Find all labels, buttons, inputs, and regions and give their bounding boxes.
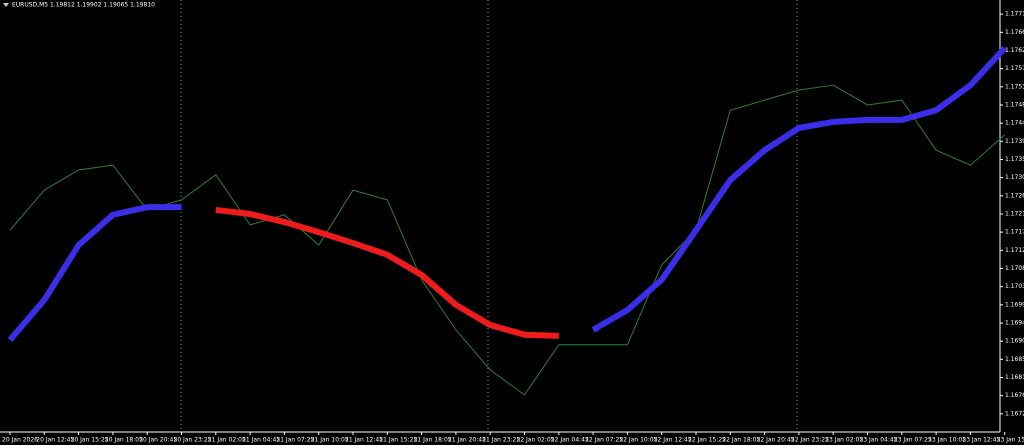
y-tick-label: 1.17170 [1005, 229, 1024, 236]
series-line [9, 84, 1006, 396]
y-tick-label: 1.17530 [1005, 83, 1024, 90]
y-tick-label: 1.17485 [1005, 101, 1024, 108]
series-line [591, 46, 1007, 333]
y-tick-label: 1.17395 [1005, 138, 1024, 145]
y-tick-label: 1.17440 [1005, 120, 1024, 127]
y-tick-label: 1.16990 [1005, 301, 1024, 308]
x-tick-label: 21 Jan 07:25 [276, 437, 314, 444]
y-tick-label: 1.17350 [1005, 156, 1024, 163]
x-tick-label: 21 Jan 15:25 [379, 437, 417, 444]
x-tick-label: 21 Jan 18:05 [414, 437, 452, 444]
y-tick-label: 1.17125 [1005, 247, 1024, 254]
y-tick-label: 1.16765 [1005, 392, 1024, 399]
x-tick-label: 21 Jan 02:05 [208, 437, 246, 444]
x-tick-label: 21 Jan 10:05 [311, 437, 349, 444]
chart-title: EURUSD,M5 1.19812 1.19902 1.19065 1.1981… [12, 2, 155, 9]
x-tick-label: 22 Jan 23:25 [791, 437, 829, 444]
x-tick-label: 20 Jan 18:05 [105, 437, 143, 444]
y-tick-label: 1.17305 [1005, 174, 1024, 181]
x-tick-label: 22 Jan 15:25 [688, 437, 726, 444]
x-tick-label: 20 Jan 20:45 [139, 437, 177, 444]
x-tick-label: 23 Jan 04:45 [860, 437, 898, 444]
x-tick-label: 23 Jan 07:25 [894, 437, 932, 444]
x-tick-label: 21 Jan 20:45 [448, 437, 486, 444]
y-tick-label: 1.17620 [1005, 47, 1024, 54]
x-tick-label: 20 Jan 12:45 [36, 437, 74, 444]
x-tick-label: 22 Jan 02:05 [517, 437, 555, 444]
x-tick-label: 23 Jan 02:05 [825, 437, 863, 444]
y-tick-label: 1.16855 [1005, 356, 1024, 363]
y-tick-label: 1.16810 [1005, 374, 1024, 381]
x-tick-label: 22 Jan 12:45 [654, 437, 692, 444]
x-tick-label: 23 Jan 12:45 [962, 437, 1000, 444]
y-tick-label: 1.16945 [1005, 319, 1024, 326]
series-line [215, 206, 559, 339]
y-tick-label: 1.17215 [1005, 210, 1024, 217]
y-tick-label: 1.17665 [1005, 29, 1024, 36]
y-tick-label: 1.17080 [1005, 265, 1024, 272]
y-tick-label: 1.17575 [1005, 65, 1024, 72]
x-tick-label: 22 Jan 04:45 [551, 437, 589, 444]
x-tick-label: 23 Jan 15:25 [997, 437, 1024, 444]
x-tick-label: 23 Jan 10:05 [928, 437, 966, 444]
x-tick-label: 21 Jan 12:45 [345, 437, 383, 444]
x-tick-label: 20 Jan 15:25 [71, 437, 109, 444]
y-tick-label: 1.16900 [1005, 338, 1024, 345]
x-tick-label: 20 Jan 23:25 [174, 437, 212, 444]
x-tick-label: 20 Jan 2026 [2, 437, 38, 444]
y-tick-label: 1.17035 [1005, 283, 1024, 290]
x-tick-label: 22 Jan 20:45 [757, 437, 795, 444]
x-tick-label: 22 Jan 18:05 [722, 437, 760, 444]
x-tick-label: 22 Jan 10:05 [619, 437, 657, 444]
x-tick-label: 21 Jan 23:25 [482, 437, 520, 444]
series-line [7, 204, 182, 342]
x-tick-label: 21 Jan 04:45 [242, 437, 280, 444]
menu-icon[interactable] [3, 3, 9, 7]
x-tick-label: 22 Jan 07:25 [585, 437, 623, 444]
y-tick-label: 1.17260 [1005, 192, 1024, 199]
y-tick-label: 1.17710 [1005, 11, 1024, 18]
